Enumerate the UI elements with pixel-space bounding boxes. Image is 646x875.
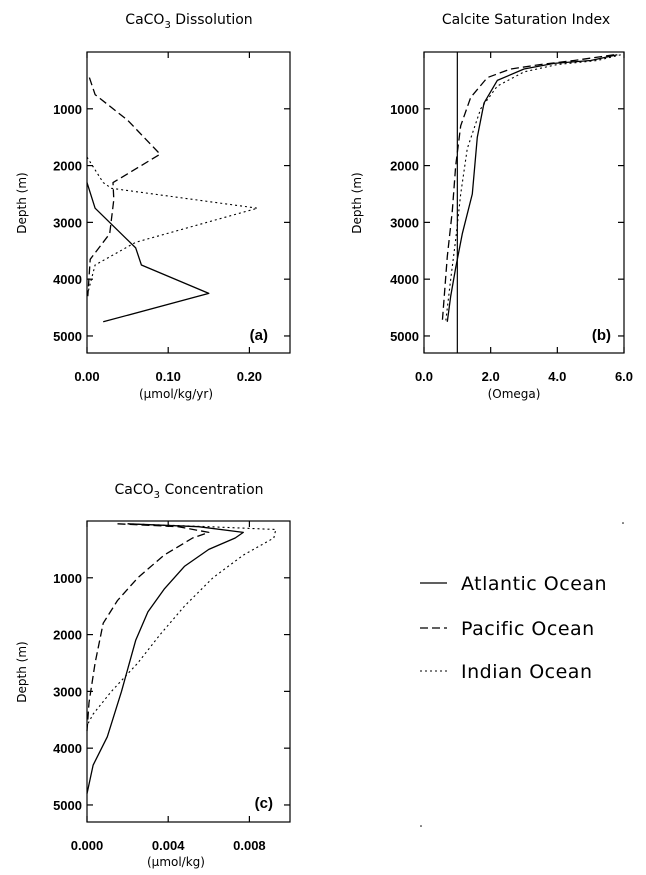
y-tick-label: 5000 — [53, 329, 82, 344]
panel-b-title: Calcite Saturation Index — [442, 12, 610, 28]
panel-c-label: (c) — [255, 795, 273, 812]
y-tick-label: 4000 — [390, 272, 419, 287]
legend-label-pacific: Pacific Ocean — [461, 618, 595, 640]
panel-c-plot-frame — [86, 520, 291, 823]
panel-c-series — [86, 523, 277, 794]
panel-b: Calcite Saturation Index 1000 2000 3000 400… — [350, 12, 633, 401]
x-tick-label: 6.0 — [615, 369, 633, 384]
panel-c-ylabel: Depth (m) — [15, 641, 29, 702]
y-tick-label: 1000 — [53, 102, 82, 117]
y-tick-label: 2000 — [53, 628, 82, 643]
y-tick-label: 2000 — [390, 159, 419, 174]
series-line-pacific-ocean — [441, 54, 615, 322]
panel-c-title: CaCO3 Concentration — [114, 482, 263, 501]
y-tick-label: 4000 — [53, 741, 82, 756]
series-line-atlantic-ocean — [446, 54, 618, 322]
stray-dot — [622, 522, 624, 524]
legend: Atlantic Ocean Pacific Ocean Indian Ocea… — [420, 573, 607, 683]
x-tick-label: 0.10 — [156, 369, 181, 384]
panel-c: CaCO3 Concentration 1000 2000 3000 4000 5000… — [15, 482, 291, 869]
panel-b-ylabel: Depth (m) — [350, 172, 364, 233]
panel-a: CaCO3 Dissolution 1000 2000 3000 4000 5000 0.… — [15, 12, 291, 401]
y-tick-label: 1000 — [390, 102, 419, 117]
legend-label-atlantic: Atlantic Ocean — [461, 573, 607, 595]
legend-label-indian: Indian Ocean — [461, 661, 593, 683]
x-tick-label: 0.000 — [71, 838, 104, 853]
panel-a-title: CaCO3 Dissolution — [125, 12, 252, 31]
panel-a-label: (a) — [250, 327, 268, 344]
y-tick-label: 3000 — [390, 215, 419, 230]
panel-b-label: (b) — [592, 327, 611, 344]
y-tick-label: 2000 — [53, 159, 82, 174]
panel-a-ylabel: Depth (m) — [15, 172, 29, 233]
stray-dot — [420, 825, 422, 827]
y-tick-label: 4000 — [53, 272, 82, 287]
panel-a-xlabel: (μmol/kg/yr) — [139, 387, 213, 401]
y-tick-label: 5000 — [53, 798, 82, 813]
series-line-atlantic-ocean — [86, 182, 210, 323]
x-tick-label: 0.004 — [152, 838, 185, 853]
series-line-indian-ocean — [86, 523, 277, 726]
y-tick-label: 3000 — [53, 684, 82, 699]
panel-c-ticks: 1000 2000 3000 4000 5000 0.000 0.004 0.008 — [53, 521, 290, 853]
x-tick-label: 0.20 — [237, 369, 262, 384]
panel-b-xlabel: (Omega) — [488, 387, 541, 401]
panel-a-series — [86, 77, 259, 323]
panel-a-plot-frame — [86, 51, 291, 354]
x-tick-label: 4.0 — [548, 369, 566, 384]
series-line-atlantic-ocean — [86, 523, 244, 794]
panel-b-plot-frame — [423, 51, 625, 354]
x-tick-label: 0.0 — [415, 369, 433, 384]
panel-b-series — [441, 52, 621, 353]
y-tick-label: 5000 — [390, 329, 419, 344]
series-line-pacific-ocean — [87, 77, 161, 297]
panel-a-ticks: 1000 2000 3000 4000 5000 0.00 0.10 0.20 — [53, 52, 290, 384]
panel-b-ticks: 1000 2000 3000 4000 5000 0.0 2.0 4.0 6.0 — [390, 52, 633, 384]
x-tick-label: 0.00 — [74, 369, 99, 384]
x-tick-label: 2.0 — [482, 369, 500, 384]
series-line-indian-ocean — [445, 54, 621, 322]
series-line-indian-ocean — [86, 156, 259, 297]
y-tick-label: 3000 — [53, 215, 82, 230]
series-line-pacific-ocean — [86, 523, 210, 732]
y-tick-label: 1000 — [53, 571, 82, 586]
x-tick-label: 0.008 — [233, 838, 266, 853]
panel-c-xlabel: (μmol/kg) — [147, 855, 205, 869]
